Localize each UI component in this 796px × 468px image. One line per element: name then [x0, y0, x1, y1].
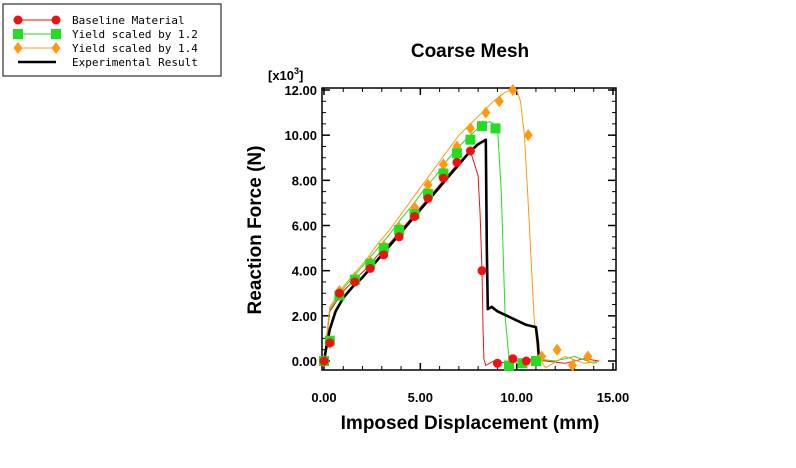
data-point — [438, 168, 449, 179]
legend-label: Yield scaled by 1.4 — [72, 42, 198, 55]
y-axis-label: Reaction Force (N) — [245, 146, 266, 315]
data-point — [465, 146, 475, 156]
data-point — [423, 178, 433, 191]
data-point — [508, 354, 518, 364]
series-line-experimental-result — [322, 138, 542, 362]
legend-marker — [13, 15, 23, 25]
data-point — [451, 148, 462, 159]
data-point — [394, 232, 404, 242]
data-point — [465, 122, 475, 135]
x-axis-label: Imposed Displacement (mm) — [341, 413, 600, 434]
data-point — [423, 193, 433, 203]
data-point — [325, 338, 335, 348]
x-tick-label: 10.00 — [500, 390, 533, 405]
data-point — [523, 129, 533, 142]
legend-marker — [51, 29, 61, 39]
legend-marker — [51, 15, 61, 25]
data-point — [552, 343, 562, 356]
data-point — [521, 356, 531, 366]
y-multiplier-suffix: ] — [299, 68, 303, 83]
series-line-yield-scaled-by-1-4 — [323, 89, 600, 369]
y-multiplier-label: [x103] — [268, 66, 303, 83]
data-point — [530, 356, 541, 366]
data-point — [492, 358, 502, 368]
data-point — [394, 225, 405, 236]
data-point — [319, 356, 329, 366]
data-point — [410, 211, 420, 221]
y-multiplier-exponent: 3 — [294, 66, 299, 76]
data-point — [365, 263, 375, 273]
data-point — [465, 134, 476, 145]
legend-label: Baseline Material — [72, 14, 185, 27]
data-point — [583, 350, 593, 363]
x-tick-label: 5.00 — [408, 390, 433, 405]
y-tick-label: 8.00 — [292, 173, 317, 188]
data-point — [503, 360, 514, 371]
x-tick-label: 0.00 — [311, 390, 336, 405]
data-point — [476, 121, 487, 132]
data-point — [477, 266, 487, 276]
y-tick-label: 2.00 — [292, 309, 317, 324]
y-tick-label: 10.00 — [284, 128, 317, 143]
data-point — [438, 158, 448, 171]
y-tick-label: 0.00 — [292, 354, 317, 369]
data-point — [438, 173, 448, 183]
data-point — [379, 250, 389, 260]
y-multiplier-prefix: [x10 — [268, 68, 294, 83]
plot-frame — [321, 87, 617, 371]
data-point — [350, 277, 360, 287]
data-point — [490, 123, 501, 134]
chart-title: Coarse Mesh — [411, 41, 529, 62]
x-tick-label: 15.00 — [597, 390, 630, 405]
y-tick-label: 4.00 — [292, 264, 317, 279]
legend-label: Experimental Result — [72, 56, 198, 69]
series-line-baseline-material — [323, 150, 600, 366]
legend-label: Yield scaled by 1.2 — [72, 28, 198, 41]
legend-box — [2, 3, 222, 77]
y-tick-label: 6.00 — [292, 219, 317, 234]
data-point — [568, 359, 578, 372]
data-point — [334, 288, 344, 298]
data-point — [365, 258, 376, 269]
data-point — [494, 95, 504, 108]
data-point — [423, 188, 434, 199]
data-point — [508, 84, 518, 96]
legend-marker — [51, 42, 61, 54]
data-point — [481, 106, 491, 119]
legend-marker — [13, 29, 23, 39]
data-point — [378, 243, 389, 254]
y-tick-label: 12.00 — [284, 83, 317, 98]
data-point — [452, 157, 462, 167]
legend-marker — [13, 42, 23, 54]
